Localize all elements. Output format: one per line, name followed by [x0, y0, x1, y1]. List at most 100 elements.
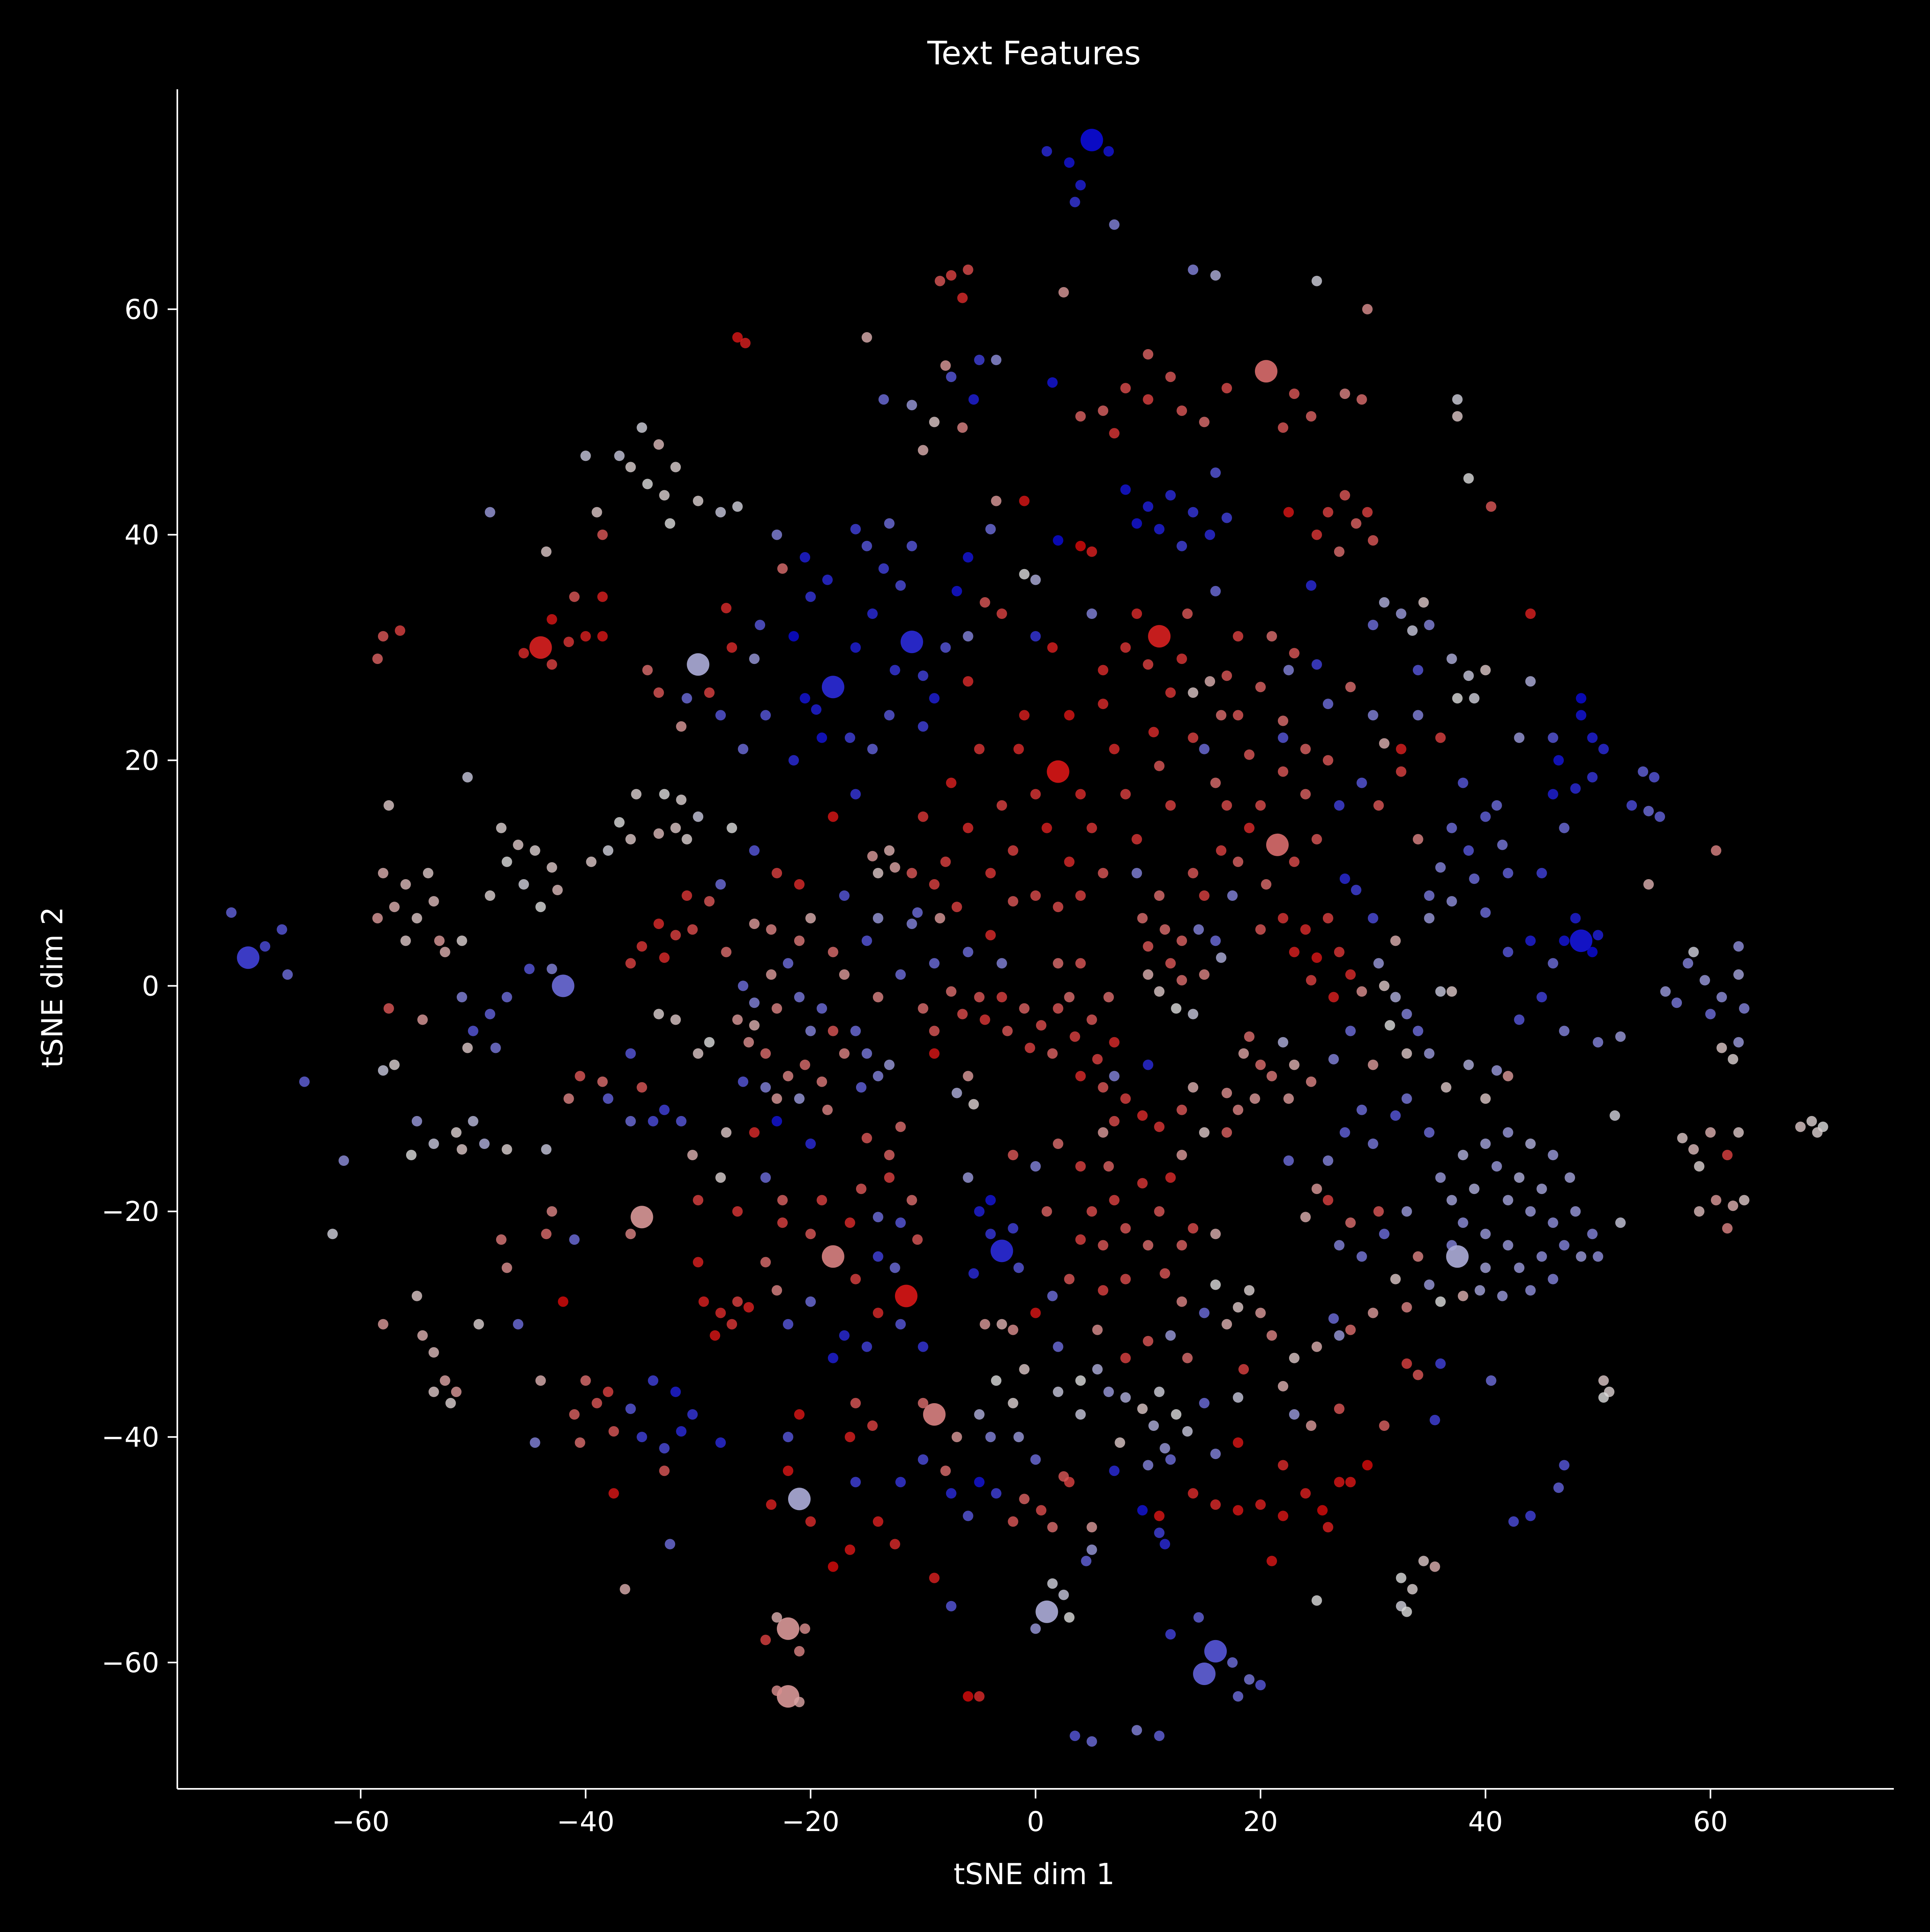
scatter-point	[1047, 642, 1058, 653]
scatter-point	[721, 603, 732, 613]
scatter-point	[1806, 1116, 1817, 1126]
scatter-point	[900, 631, 923, 654]
scatter-point	[546, 659, 557, 670]
scatter-point	[1036, 1020, 1047, 1031]
scatter-point	[1300, 744, 1311, 754]
scatter-point	[1733, 1037, 1744, 1048]
scatter-point	[1548, 1217, 1558, 1228]
scatter-point	[1278, 422, 1288, 433]
scatter-point	[653, 1009, 664, 1019]
scatter-point	[1424, 1127, 1435, 1138]
scatter-point	[1120, 383, 1131, 394]
scatter-point	[1643, 806, 1654, 816]
scatter-point	[625, 1404, 636, 1414]
scatter-point	[636, 422, 647, 433]
scatter-point	[794, 992, 805, 1003]
scatter-point	[918, 721, 928, 732]
scatter-point	[1525, 608, 1536, 619]
scatter-point	[850, 789, 861, 800]
scatter-point	[1199, 1398, 1210, 1408]
scatter-point	[1339, 1127, 1350, 1138]
scatter-point	[1193, 924, 1204, 935]
scatter-point	[1379, 597, 1390, 608]
scatter-point	[1311, 529, 1322, 540]
scatter-point	[653, 687, 664, 698]
scatter-point	[805, 1296, 816, 1307]
scatter-point	[1401, 1302, 1412, 1313]
scatter-point	[558, 1296, 569, 1307]
scatter-point	[642, 479, 653, 489]
scatter-point	[1525, 1139, 1536, 1149]
scatter-point	[400, 879, 411, 890]
points-layer	[226, 129, 1828, 1747]
scatter-point	[1267, 1330, 1277, 1341]
scatter-point	[783, 958, 793, 969]
scatter-point	[906, 1195, 917, 1206]
scatter-point	[929, 879, 940, 890]
scatter-point	[1548, 1150, 1558, 1160]
scatter-point	[636, 1432, 647, 1443]
scatter-point	[676, 721, 687, 732]
scatter-point	[1722, 1223, 1733, 1234]
scatter-point	[1401, 1093, 1412, 1104]
scatter-point	[1694, 1206, 1704, 1217]
scatter-point	[1373, 958, 1384, 969]
scatter-point	[996, 992, 1007, 1003]
scatter-point	[760, 710, 771, 721]
scatter-point	[1334, 1477, 1345, 1488]
scatter-point	[625, 1116, 636, 1126]
scatter-point	[1446, 822, 1457, 833]
scatter-point	[867, 608, 878, 619]
scatter-point	[1008, 1223, 1018, 1234]
scatter-point	[676, 1426, 687, 1437]
scatter-point	[1199, 417, 1210, 428]
scatter-point	[766, 969, 777, 980]
scatter-point	[951, 586, 962, 596]
scatter-point	[1553, 1482, 1564, 1493]
scatter-point	[1075, 958, 1086, 969]
scatter-point	[895, 1319, 906, 1330]
scatter-point	[788, 755, 799, 766]
scatter-point	[1098, 699, 1109, 709]
scatter-point	[485, 1009, 495, 1019]
scatter-point	[417, 1014, 428, 1025]
scatter-point	[974, 992, 985, 1003]
scatter-point	[1205, 676, 1215, 687]
scatter-point	[1587, 947, 1598, 958]
scatter-point	[1278, 766, 1288, 777]
scatter-point	[1216, 952, 1227, 963]
scatter-point	[1036, 1505, 1047, 1516]
scatter-point	[1379, 1420, 1390, 1431]
scatter-point	[1053, 1139, 1064, 1149]
scatter-point	[1064, 157, 1075, 168]
scatter-point	[1086, 1736, 1097, 1747]
scatter-point	[1413, 834, 1423, 845]
scatter-point	[1176, 405, 1187, 416]
scatter-point	[1452, 394, 1463, 405]
scatter-point	[1559, 1240, 1570, 1251]
scatter-point	[1356, 1251, 1367, 1262]
scatter-point	[1030, 789, 1041, 800]
scatter-point	[1120, 642, 1131, 653]
scatter-point	[755, 620, 766, 630]
scatter-point	[625, 1048, 636, 1059]
scatter-point	[1227, 1657, 1238, 1668]
scatter-point	[749, 1127, 760, 1138]
scatter-point	[918, 445, 928, 456]
scatter-point	[1722, 1150, 1733, 1160]
scatter-point	[468, 1026, 478, 1036]
scatter-point	[1334, 1240, 1345, 1251]
scatter-point	[1413, 1251, 1423, 1262]
scatter-point	[1075, 180, 1086, 191]
scatter-point	[884, 1172, 895, 1183]
y-tick-label: 0	[142, 970, 159, 1002]
scatter-point	[1148, 625, 1171, 648]
scatter-point	[1160, 1443, 1170, 1454]
scatter-point	[1536, 1184, 1547, 1194]
scatter-point	[844, 732, 855, 743]
scatter-point	[1362, 507, 1373, 518]
scatter-point	[1222, 512, 1232, 523]
scatter-point	[653, 828, 664, 839]
scatter-point	[821, 1245, 844, 1268]
scatter-point	[985, 1195, 996, 1206]
